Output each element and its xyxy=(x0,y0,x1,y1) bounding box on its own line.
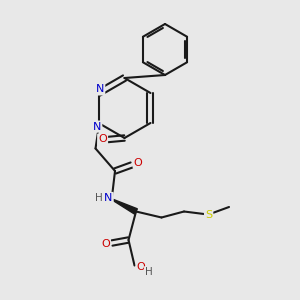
Polygon shape xyxy=(113,200,137,214)
Text: O: O xyxy=(98,134,107,145)
Text: H: H xyxy=(145,267,153,277)
Text: H: H xyxy=(94,193,102,203)
Text: S: S xyxy=(205,209,212,220)
Text: N: N xyxy=(96,84,104,94)
Text: O: O xyxy=(137,262,146,272)
Text: O: O xyxy=(134,158,142,168)
Text: O: O xyxy=(101,239,110,250)
Text: N: N xyxy=(104,193,112,203)
Text: N: N xyxy=(93,122,101,132)
